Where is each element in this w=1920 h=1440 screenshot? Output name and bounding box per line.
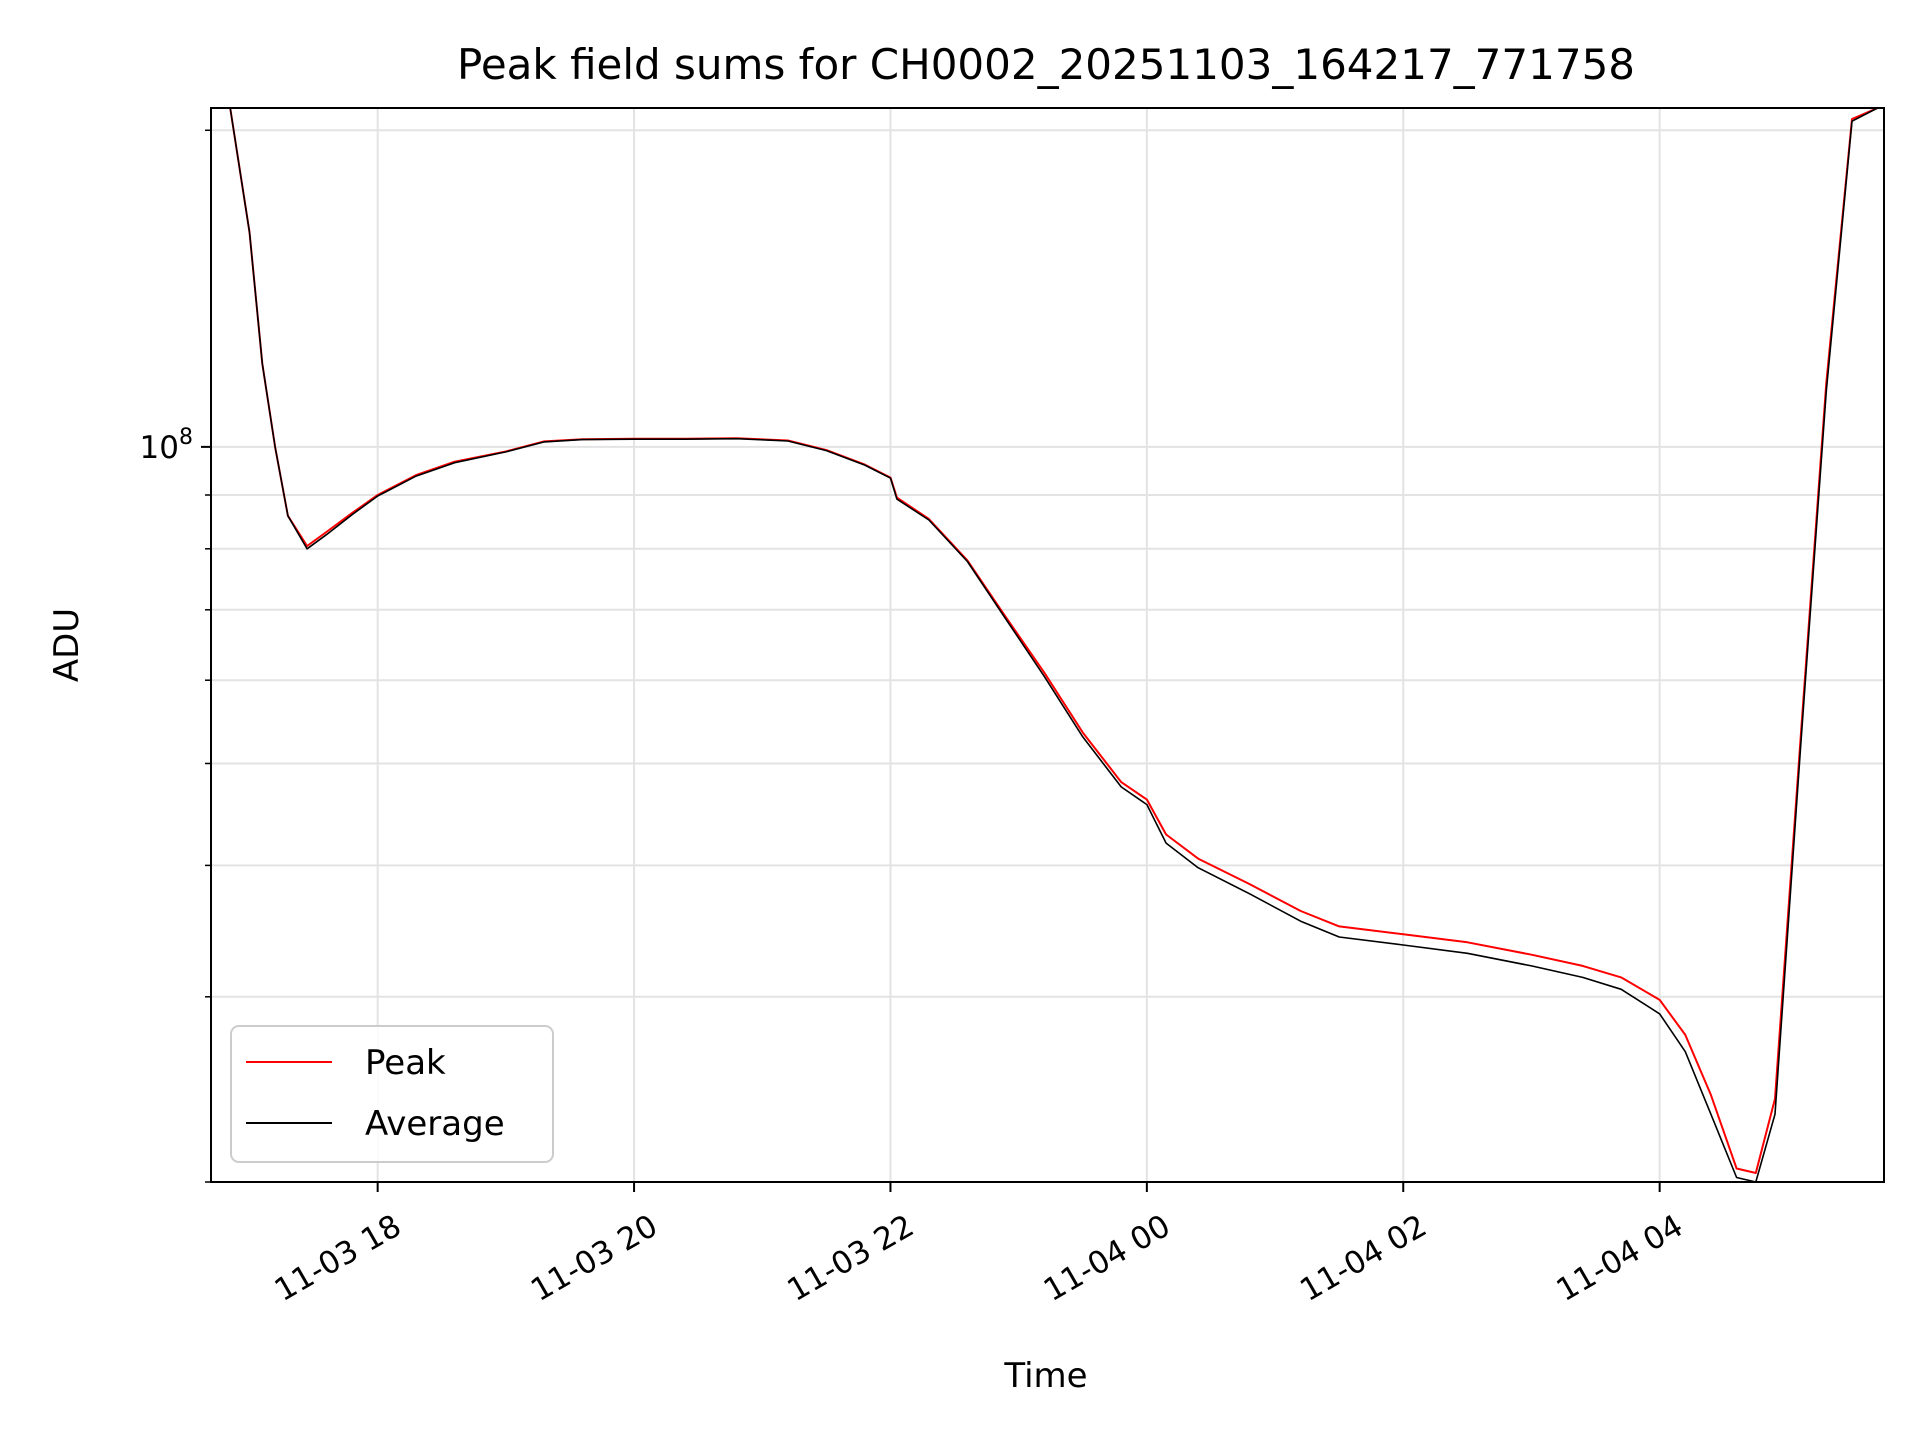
plot-frame (210, 107, 1885, 1183)
grid (211, 108, 1884, 1183)
legend: Peak Average (230, 1025, 554, 1163)
legend-box (230, 1025, 554, 1163)
x-axis-label: Time (1003, 1356, 1087, 1396)
y-tick-exponent: 8 (179, 425, 193, 450)
legend-average-label: Average (365, 1104, 505, 1144)
series-line-average (229, 108, 1878, 1182)
y-axis-label: ADU (47, 608, 87, 682)
series-layer (229, 108, 1878, 1182)
legend-peak-label: Peak (365, 1043, 446, 1083)
chart-title: Peak field sums for CH0002_20251103_1642… (457, 40, 1635, 89)
series-line-peak (229, 108, 1878, 1174)
